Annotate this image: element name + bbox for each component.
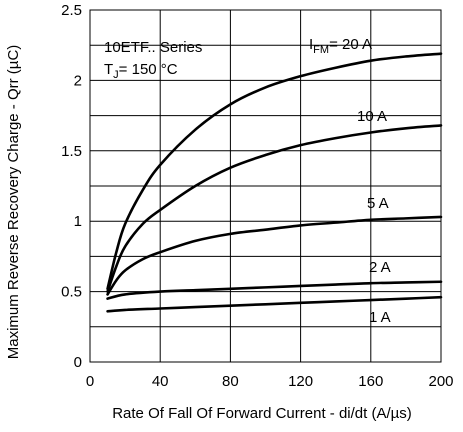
y-tick-label-4: 2 <box>74 72 82 89</box>
ifm-annotation: IFM= 20 A <box>309 36 372 56</box>
ifm-rest: = 20 A <box>329 36 372 53</box>
curves <box>106 52 443 313</box>
curve-label-1a: 1 A <box>369 309 391 326</box>
tj-sub: J <box>113 69 119 81</box>
series-name-annotation: 10ETF.. Series <box>104 39 202 56</box>
x-tick-label-3: 120 <box>288 373 313 390</box>
y-axis-title: Maximum Reverse Recovery Charge - Qrr (µ… <box>5 45 22 360</box>
x-tick-label-1: 40 <box>152 373 169 390</box>
curve-series-3 <box>106 280 443 300</box>
y-tick-label-0: 0 <box>74 354 82 371</box>
y-tick-label-5: 2.5 <box>61 2 82 19</box>
tick-labels: 0 40 80 120 160 200 0 0.5 1 1.5 2 2.5 <box>61 2 453 390</box>
curve-label-10a: 10 A <box>357 108 387 125</box>
x-axis-title: Rate Of Fall Of Forward Current - di/dt … <box>112 405 412 422</box>
plot-frame <box>89 9 442 363</box>
curve-series-1 <box>106 124 443 293</box>
curve-series-2 <box>106 215 443 296</box>
y-tick-label-2: 1 <box>74 213 82 230</box>
tj-rest: = 150 °C <box>119 61 178 78</box>
ifm-sub: FM <box>313 44 329 56</box>
x-tick-label-5: 200 <box>428 373 453 390</box>
x-tick-label-0: 0 <box>86 373 94 390</box>
curve-label-5a: 5 A <box>367 195 389 212</box>
x-tick-label-2: 80 <box>222 373 239 390</box>
tj-main: T <box>104 61 113 78</box>
ifm-main: I <box>309 36 313 53</box>
y-tick-label-1: 0.5 <box>61 284 82 301</box>
curve-label-2a: 2 A <box>369 259 391 276</box>
y-tick-label-3: 1.5 <box>61 143 82 160</box>
curve-series-0 <box>106 52 443 291</box>
curve-series-4 <box>106 295 443 313</box>
tj-annotation: TJ= 150 °C <box>104 61 178 81</box>
x-tick-label-4: 160 <box>358 373 383 390</box>
